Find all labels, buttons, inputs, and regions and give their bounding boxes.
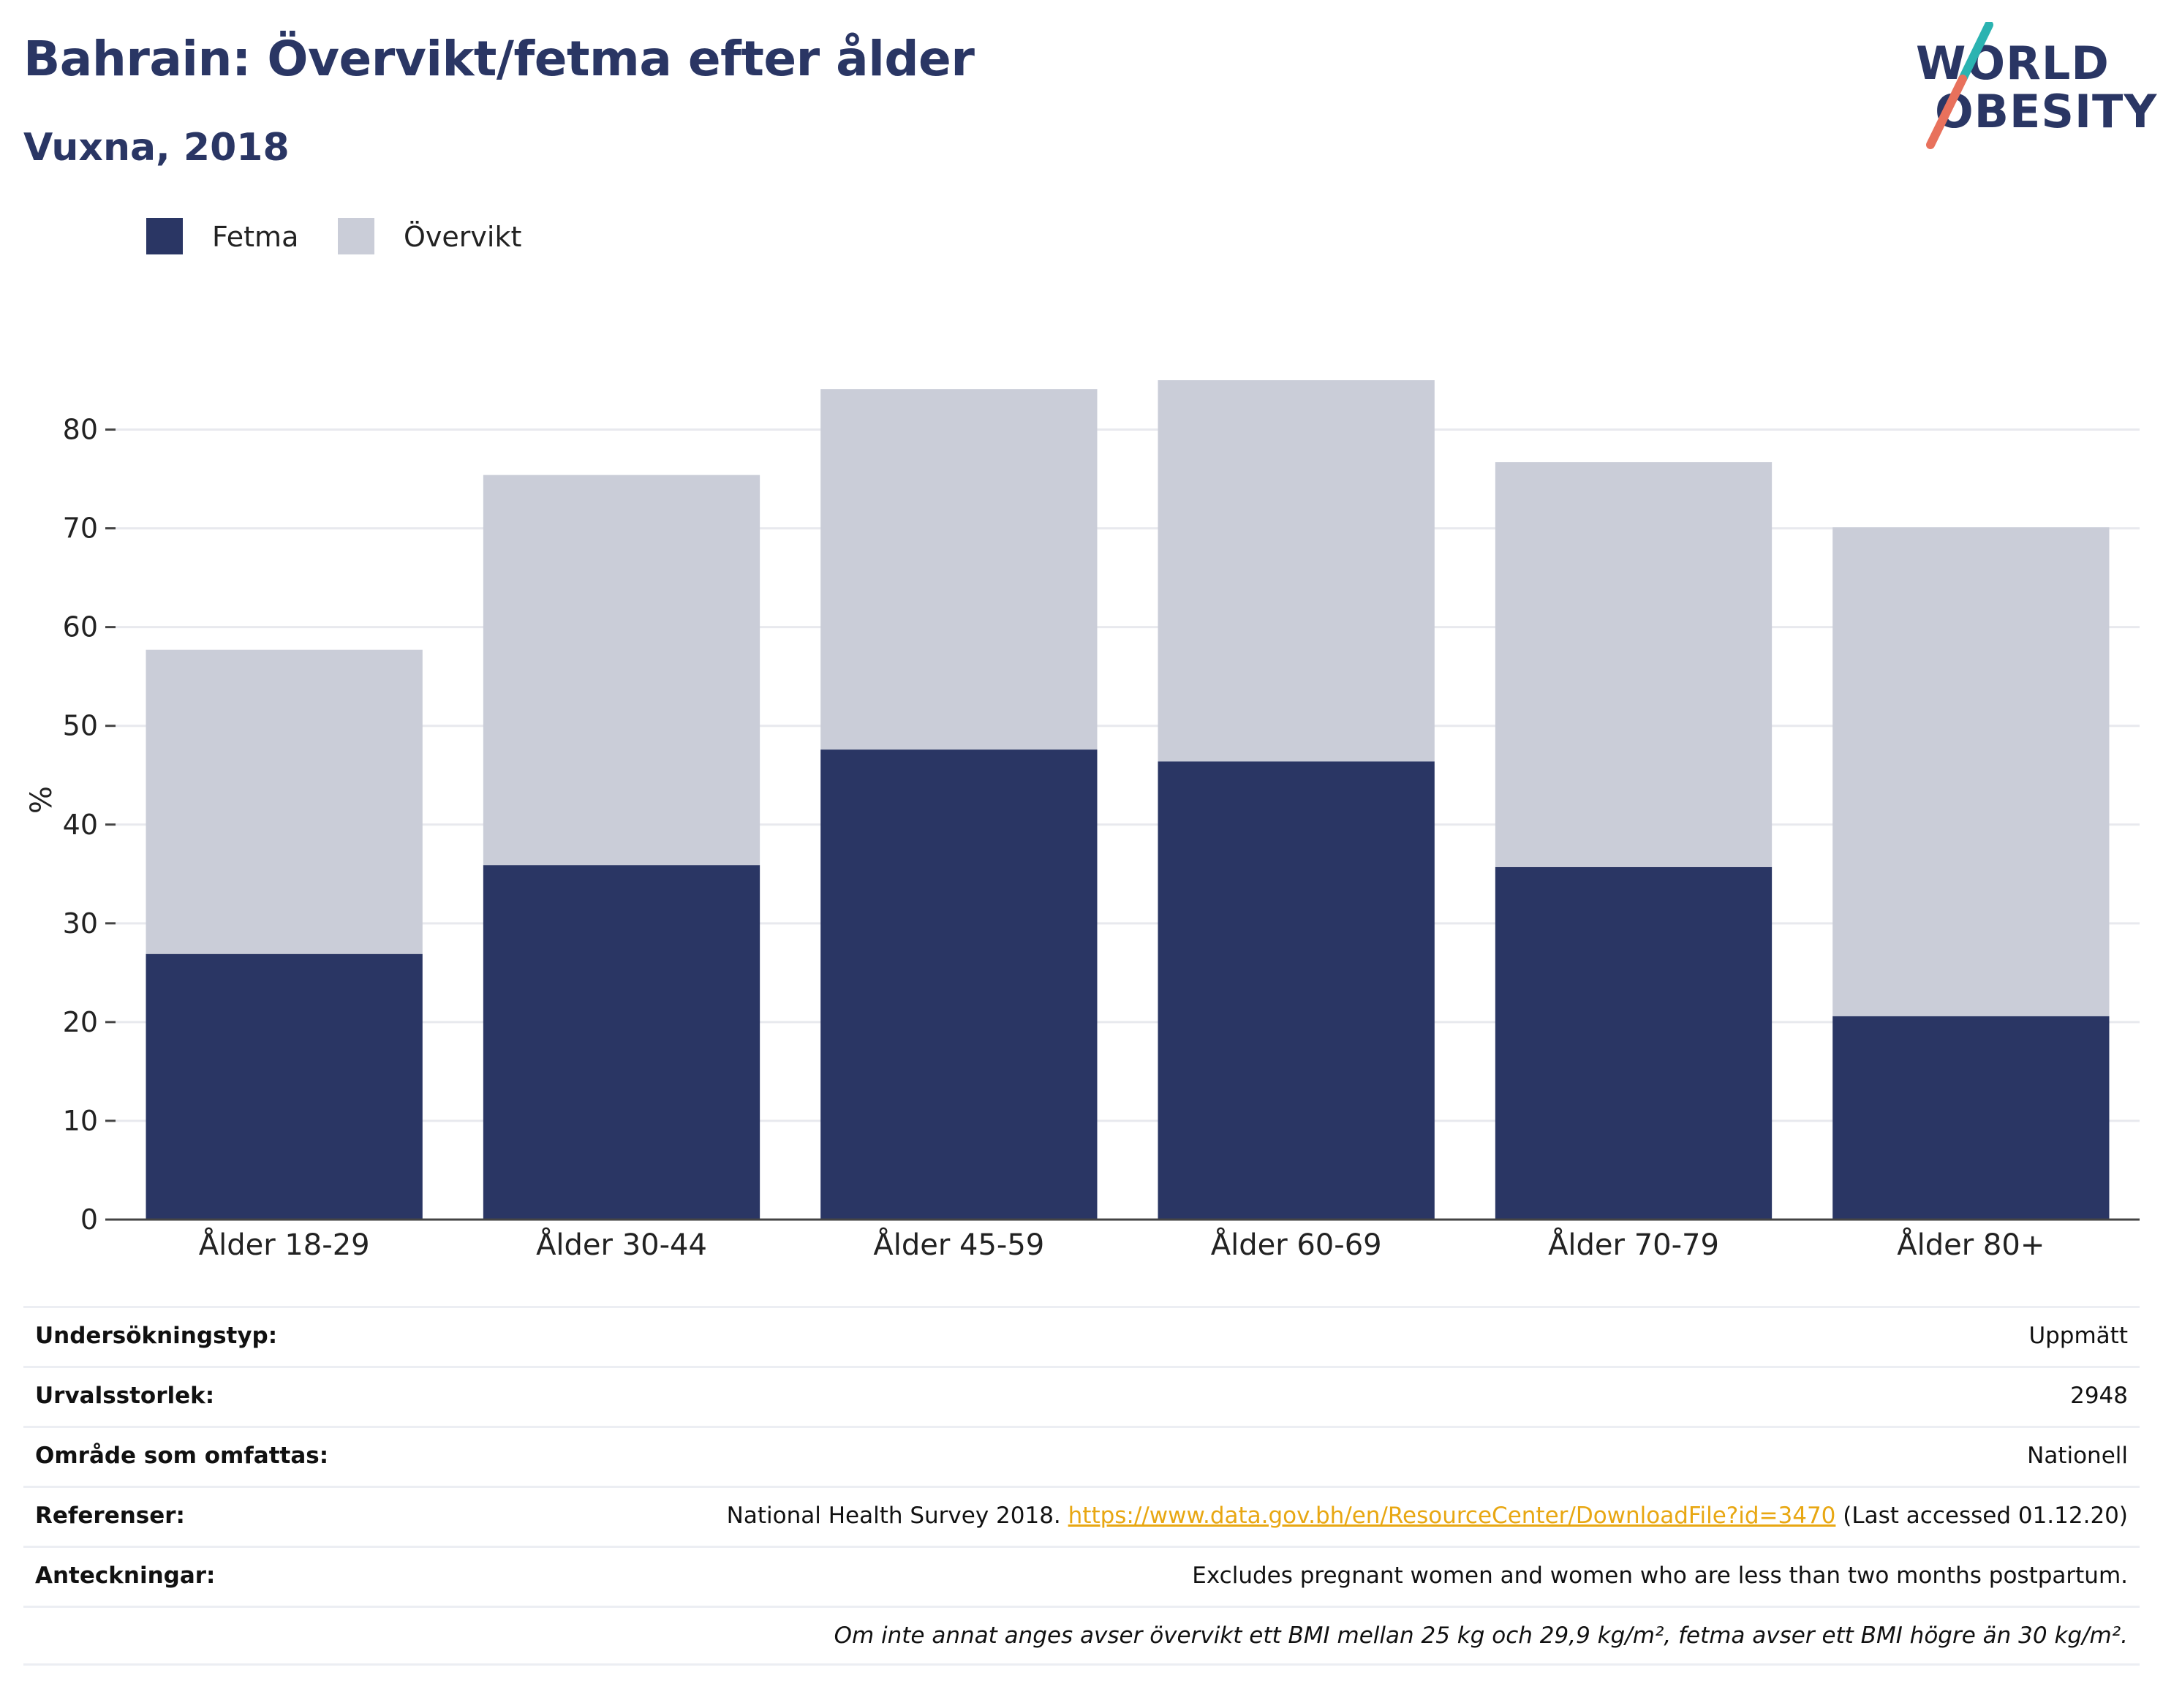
y-tick-label: 80 <box>63 414 98 446</box>
info-label: Undersökningstyp: <box>35 1323 278 1349</box>
info-value: Uppmätt <box>2028 1323 2128 1349</box>
y-tick-label: 50 <box>63 710 98 742</box>
legend-swatch-overvikt <box>338 218 374 254</box>
info-label: Område som omfattas: <box>35 1443 329 1469</box>
y-tick-label: 20 <box>63 1006 98 1038</box>
bar-fetma <box>1158 761 1435 1220</box>
info-value: Nationell <box>2027 1443 2128 1469</box>
bar-overvikt <box>1832 527 2110 1016</box>
reference-link[interactable]: https://www.data.gov.bh/en/ResourceCente… <box>1068 1503 1836 1529</box>
y-tick-label: 30 <box>63 907 98 940</box>
bar-overvikt <box>1158 380 1435 762</box>
x-tick-label: Ålder 60-69 <box>1211 1227 1382 1262</box>
info-row-sample-size: Urvalsstorlek: 2948 <box>23 1366 2140 1426</box>
bar-chart: 0 10 20 30 40 50 60 70 80% Ålder 18-29 Ålder 30-44… <box>25 380 2140 1262</box>
x-tick-label: Ålder 45-59 <box>873 1227 1044 1262</box>
bar-fetma <box>483 865 760 1220</box>
bar-overvikt <box>1495 462 1773 867</box>
info-row-references: Referenser: National Health Survey 2018.… <box>23 1486 2140 1546</box>
legend-swatch-fetma <box>146 218 183 254</box>
info-value: National Health Survey 2018. https://www… <box>727 1503 2128 1529</box>
bar-fetma <box>820 749 1098 1220</box>
logo-line1: WORLD <box>1916 37 2110 90</box>
x-tick-label: Ålder 30-44 <box>536 1227 707 1262</box>
chart-title: Bahrain: Övervikt/fetma efter ålder <box>23 31 975 87</box>
y-tick-label: 40 <box>63 809 98 841</box>
info-value: 2948 <box>2070 1383 2128 1409</box>
y-tick-label: 70 <box>63 513 98 545</box>
x-tick-label: Ålder 18-29 <box>199 1227 370 1262</box>
info-label: Urvalsstorlek: <box>35 1383 215 1409</box>
info-label: Anteckningar: <box>35 1562 216 1589</box>
bar-fetma <box>1832 1016 2110 1220</box>
info-row-survey-type: Undersökningstyp: Uppmätt <box>23 1306 2140 1366</box>
info-value: Excludes pregnant women and women who ar… <box>1192 1562 2128 1589</box>
bar-fetma <box>1495 866 1773 1220</box>
info-row-coverage: Område som omfattas: Nationell <box>23 1426 2140 1486</box>
bar-overvikt <box>146 649 423 954</box>
legend-label-fetma: Fetma <box>212 221 299 253</box>
y-tick-label: 10 <box>63 1105 98 1137</box>
info-row-notes: Anteckningar: Excludes pregnant women an… <box>23 1546 2140 1606</box>
x-tick-label: Ålder 70-79 <box>1548 1227 1719 1262</box>
info-row-definition: Om inte annat anges avser övervikt ett B… <box>23 1606 2140 1666</box>
info-value: Om inte annat anges avser övervikt ett B… <box>834 1622 2128 1649</box>
legend-label-overvikt: Övervikt <box>404 221 522 253</box>
bar-overvikt <box>483 475 760 866</box>
reference-suffix: (Last accessed 01.12.20) <box>1835 1503 2128 1529</box>
chart-subtitle: Vuxna, 2018 <box>23 126 290 170</box>
logo-slash-icon <box>1926 22 1993 149</box>
info-table: Undersökningstyp: Uppmätt Urvalsstorlek:… <box>23 1306 2140 1666</box>
bar-fetma <box>146 953 423 1220</box>
y-tick-label: 60 <box>63 611 98 643</box>
x-tick-label: Ålder 80+ <box>1897 1227 2045 1262</box>
logo-line2: OBESITY <box>1935 85 2158 138</box>
bar-overvikt <box>820 389 1098 750</box>
y-tick-label: 0 <box>80 1203 98 1236</box>
info-label: Referenser: <box>35 1503 185 1529</box>
world-obesity-logo: WORLD OBESITY <box>1901 22 2156 154</box>
y-axis-label: % <box>25 786 58 814</box>
reference-prefix: National Health Survey 2018. <box>726 1503 1068 1529</box>
